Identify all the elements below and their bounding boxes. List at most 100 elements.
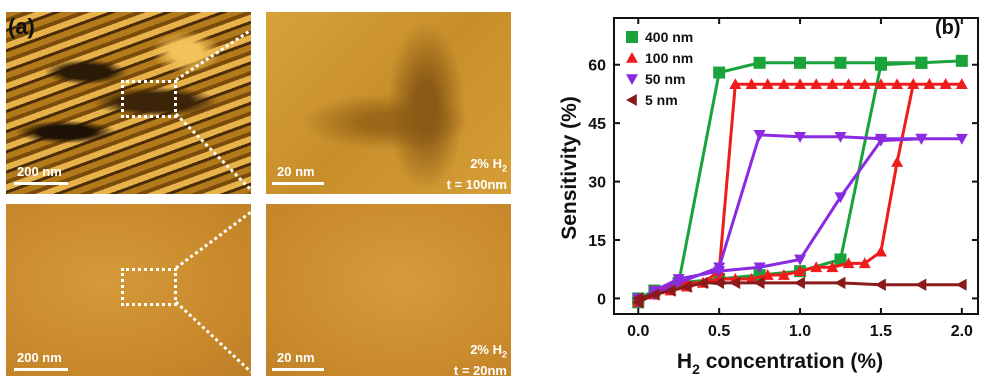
data-point-5-nm: [794, 276, 805, 289]
legend-marker-400-nm: [626, 31, 638, 43]
data-point-5-nm: [955, 278, 967, 291]
data-point-50-nm: [713, 266, 726, 278]
data-point-50-nm: [753, 262, 766, 274]
data-point-100-nm: [761, 269, 774, 280]
data-point-50-nm: [834, 192, 847, 204]
scale-label-tl: 200 nm: [17, 164, 62, 179]
y-tick-label: 15: [588, 233, 606, 250]
data-point-100-nm: [858, 257, 871, 269]
data-point-100-nm: [891, 156, 904, 167]
data-point-5-nm: [632, 296, 644, 309]
scale-bar-br: [272, 368, 324, 371]
data-point-400-nm: [834, 253, 847, 266]
y-tick-label: 45: [588, 116, 606, 133]
cond-top-sub: 2: [501, 163, 507, 174]
data-point-100-nm: [842, 78, 855, 90]
data-point-50-nm: [834, 131, 847, 143]
data-point-400-nm: [794, 56, 807, 69]
data-point-400-nm: [915, 56, 928, 69]
data-point-100-nm: [729, 78, 742, 90]
legend-label-100-nm: 100 nm: [645, 50, 693, 66]
scale-label-tr: 20 nm: [277, 164, 315, 179]
data-point-5-nm: [664, 284, 676, 297]
data-point-400-nm: [753, 56, 766, 69]
x-axis-label-sub: 2: [692, 361, 700, 377]
condition-top: 2% H2 t = 100nm: [447, 156, 507, 192]
data-point-400-nm: [713, 66, 726, 79]
data-point-5-nm: [874, 278, 886, 291]
data-point-5-nm: [834, 276, 846, 289]
data-point-100-nm: [810, 261, 823, 273]
cond-bot-line1: 2% H: [470, 342, 502, 357]
data-point-100-nm: [874, 245, 887, 257]
data-point-100-nm: [745, 272, 758, 284]
data-point-100-nm: [761, 78, 774, 90]
legend-marker-5-nm: [626, 94, 637, 106]
data-point-100-nm: [777, 78, 790, 90]
data-point-50-nm: [753, 130, 766, 141]
series-line-50-nm: [637, 133, 962, 304]
data-point-50-nm: [874, 135, 887, 147]
y-tick-label: 0: [597, 291, 606, 308]
data-point-100-nm: [745, 78, 758, 90]
data-point-400-nm: [955, 54, 968, 67]
image-bottom-right: [266, 204, 511, 376]
x-tick-label: 1.5: [870, 323, 892, 340]
x-tick-label: 0.0: [627, 323, 649, 340]
data-point-50-nm: [672, 274, 685, 285]
x-tick-label: 1.0: [789, 323, 811, 340]
cond-bot-line2: t = 20nm: [453, 362, 507, 378]
scale-bar-tl: [14, 182, 68, 185]
panel-b-label: (b): [935, 17, 961, 39]
data-point-100-nm: [939, 78, 952, 90]
y-tick-label: 60: [588, 58, 606, 75]
cond-top-line1: 2% H: [470, 156, 502, 171]
condition-bottom: 2% H2 t = 20nm: [454, 342, 507, 378]
data-point-100-nm: [907, 78, 920, 90]
cond-bot-sub: 2: [501, 349, 507, 360]
scale-bar-bl: [14, 368, 68, 371]
x-tick-label: 2.0: [951, 323, 973, 340]
data-point-5-nm: [915, 278, 927, 291]
legend-marker-100-nm: [626, 52, 638, 63]
data-point-5-nm: [753, 276, 765, 289]
data-point-100-nm: [794, 265, 807, 276]
data-point-5-nm: [648, 288, 660, 301]
scale-label-bl: 200 nm: [17, 350, 62, 365]
data-point-100-nm: [842, 257, 855, 269]
scale-bar-tr: [272, 182, 324, 185]
data-point-100-nm: [794, 78, 807, 90]
data-point-100-nm: [955, 78, 968, 90]
x-axis-label-rest: concentration (%): [700, 350, 883, 373]
legend-label-400-nm: 400 nm: [645, 29, 693, 45]
data-point-400-nm: [834, 56, 847, 69]
data-point-5-nm: [713, 276, 724, 289]
zoom-box-top: [121, 80, 177, 118]
data-point-100-nm: [923, 78, 936, 90]
legend-marker-50-nm: [626, 74, 638, 85]
data-point-100-nm: [826, 78, 839, 90]
legend-label-50-nm: 50 nm: [645, 71, 685, 87]
data-point-50-nm: [955, 133, 968, 145]
image-top-right: [266, 12, 511, 194]
x-axis-label: H2 concentration (%): [677, 350, 883, 377]
data-point-50-nm: [794, 131, 807, 143]
series-line-100-nm: [637, 82, 962, 304]
zoom-box-bottom: [121, 268, 177, 306]
data-point-100-nm: [777, 269, 790, 280]
legend-label-5-nm: 5 nm: [645, 92, 678, 108]
cond-top-line2: t = 100nm: [446, 176, 507, 192]
data-point-50-nm: [915, 133, 928, 145]
data-point-100-nm: [874, 78, 887, 90]
data-point-5-nm: [680, 280, 692, 293]
data-point-100-nm: [810, 78, 823, 90]
data-point-50-nm: [794, 254, 807, 266]
data-point-5-nm: [696, 276, 708, 289]
x-axis-label-h: H: [677, 350, 692, 373]
data-point-100-nm: [826, 261, 839, 273]
data-point-400-nm: [874, 58, 887, 71]
data-point-100-nm: [891, 78, 904, 90]
y-axis-label: Sensitivity (%): [558, 96, 581, 240]
panel-a-label: (a): [8, 14, 35, 39]
